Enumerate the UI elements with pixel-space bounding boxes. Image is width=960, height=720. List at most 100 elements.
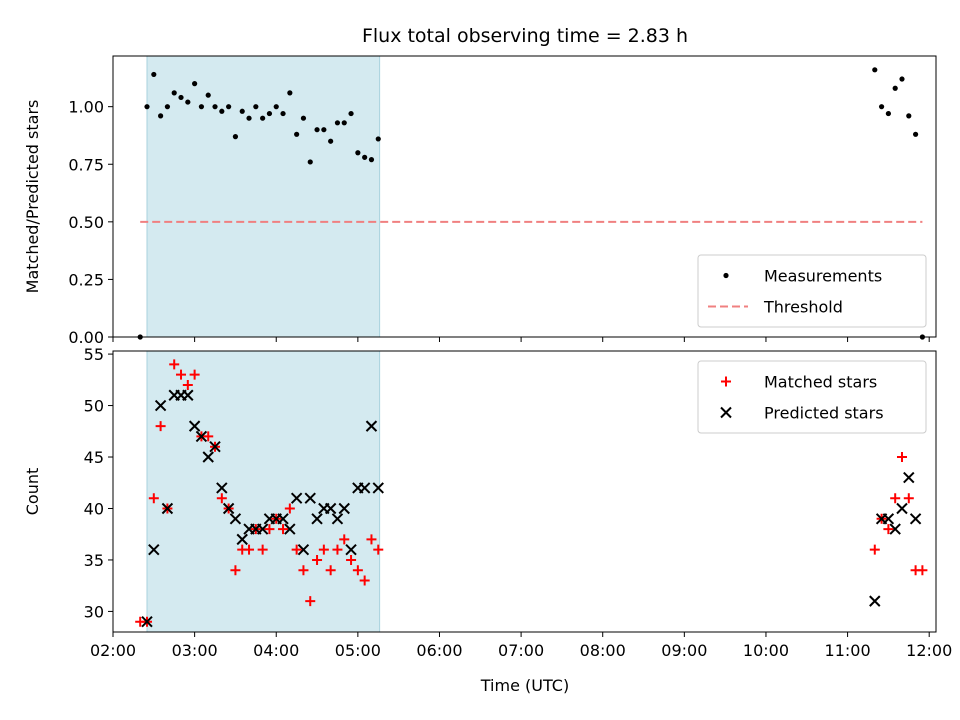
legend-box (697, 254, 927, 328)
data-point (314, 127, 320, 133)
x-tick-label: 04:00 (253, 641, 299, 660)
data-point (144, 104, 150, 110)
data-point (253, 104, 259, 110)
data-point (273, 104, 279, 110)
data-point (280, 110, 286, 117)
data-point (300, 115, 307, 121)
x-tick-label: 11:00 (825, 641, 871, 660)
data-point (328, 138, 334, 144)
data-point (352, 565, 363, 576)
data-point (277, 513, 289, 525)
data-point (365, 420, 378, 432)
y-axis-label: Matched/Predicted stars (23, 100, 42, 294)
data-point (189, 369, 200, 380)
x-tick-label: 05:00 (335, 641, 381, 660)
data-point (291, 544, 302, 555)
data-point (182, 379, 193, 390)
data-point (148, 543, 160, 556)
series-predicted-stars (141, 389, 922, 628)
data-point (195, 430, 208, 443)
data-point (312, 554, 323, 565)
data-point (169, 359, 180, 370)
data-point (294, 131, 300, 137)
data-point (346, 554, 357, 565)
legend-marker (720, 406, 732, 419)
data-point (284, 503, 295, 514)
x-tick-label: 09:00 (661, 641, 707, 660)
data-point (304, 492, 316, 504)
data-point (222, 502, 235, 515)
data-point (284, 523, 296, 535)
data-point (325, 565, 336, 576)
data-point (359, 575, 370, 586)
data-point (219, 108, 225, 114)
data-point (164, 104, 171, 110)
data-point (188, 420, 201, 432)
data-point (339, 534, 350, 545)
data-point (889, 523, 901, 535)
top-panel: 0.00 0.25 0.50 0.75 1.00 Matched/Predicted st… (23, 55, 937, 347)
data-point (878, 104, 885, 110)
data-point (155, 421, 166, 432)
data-point (232, 134, 239, 140)
data-point (244, 544, 255, 555)
y-tick-label: 55 (84, 345, 104, 364)
data-point (362, 154, 368, 160)
data-point (869, 595, 881, 607)
data-point (332, 544, 343, 555)
data-point (298, 565, 309, 576)
y-axis-label: Count (23, 468, 42, 516)
legend-label: Measurements (764, 267, 882, 286)
data-point (321, 127, 327, 133)
data-point (216, 493, 227, 504)
data-point (912, 131, 919, 137)
data-point (198, 104, 205, 110)
legend: Matched stars Predicted stars (697, 360, 927, 434)
data-point (345, 543, 357, 556)
data-point (305, 596, 316, 607)
y-tick-label: 0.25 (68, 270, 104, 289)
data-point (324, 502, 337, 515)
data-point (151, 71, 157, 78)
data-point (257, 544, 268, 555)
axes-frame (112, 55, 937, 338)
y-tick-label: 0.50 (68, 213, 104, 232)
data-point (226, 104, 232, 110)
data-point (311, 513, 323, 525)
data-point (148, 493, 159, 504)
bottom-panel: 30 35 40 45 50 55 02:00 03:00 04:00 05:00 06:00 07:… (23, 345, 952, 660)
legend: Measurements Threshold (697, 254, 927, 328)
data-point (236, 533, 248, 546)
x-tick-label: 10:00 (743, 641, 789, 660)
y-tick-label: 0.75 (68, 155, 104, 174)
data-point (290, 492, 303, 504)
data-point (341, 120, 347, 126)
data-point (307, 159, 313, 165)
data-point (917, 565, 928, 576)
data-point (246, 115, 252, 121)
series-measurements (137, 67, 925, 340)
data-point (373, 544, 384, 555)
y-tick-label: 0.00 (68, 328, 104, 347)
data-point (230, 565, 241, 576)
data-point (205, 92, 211, 98)
legend-label: Matched stars (764, 373, 877, 392)
data-point (358, 482, 371, 494)
chart-title: Flux total observing time = 2.83 h (362, 25, 688, 47)
legend-label: Predicted stars (764, 404, 884, 423)
data-point (890, 493, 901, 504)
data-point (885, 110, 891, 117)
data-point (318, 544, 329, 555)
y-tick-label: 50 (84, 397, 104, 416)
series-matched-stars (135, 359, 928, 627)
data-point (209, 441, 221, 453)
legend-label: Threshold (763, 298, 843, 317)
legend-marker (723, 272, 729, 279)
data-point (178, 94, 184, 101)
data-point (176, 369, 187, 380)
data-point (216, 482, 228, 494)
x-tick-label: 12:00 (906, 641, 952, 660)
data-point (203, 431, 214, 442)
x-tick-label: 07:00 (498, 641, 544, 660)
